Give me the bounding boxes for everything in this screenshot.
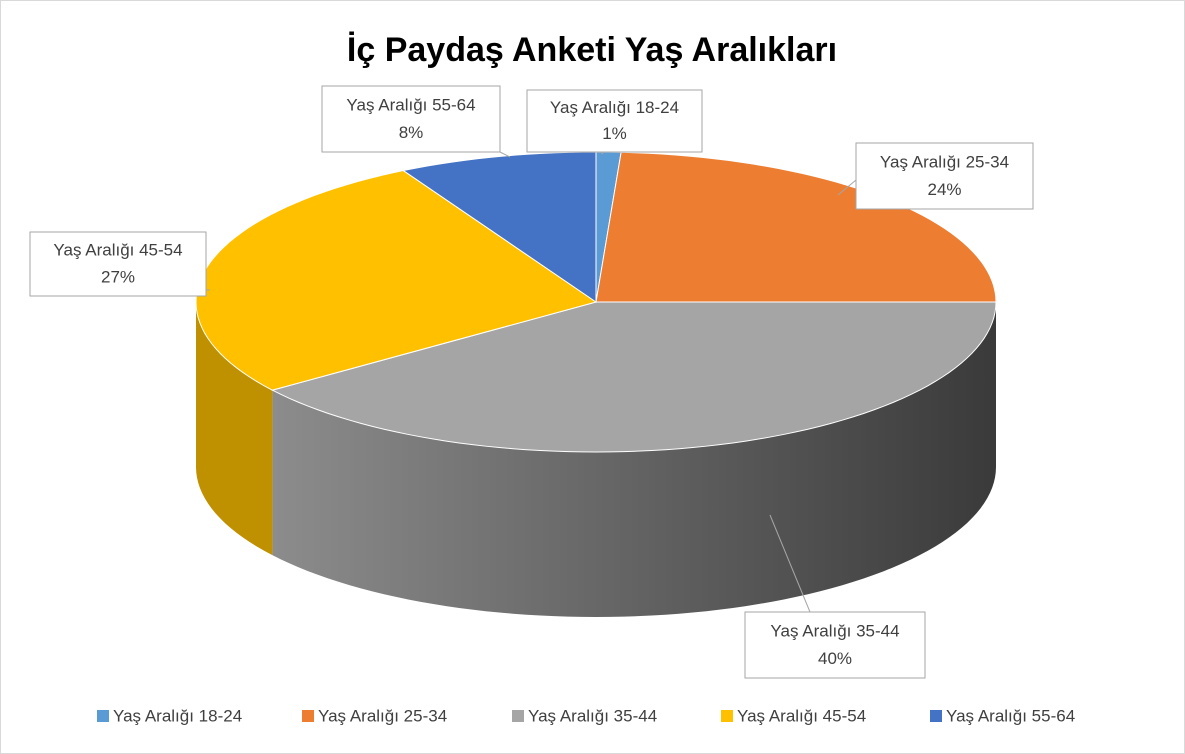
legend-label: Yaş Aralığı 25-34: [318, 706, 447, 725]
slice-side: [272, 302, 996, 617]
label-value: 8%: [399, 123, 424, 142]
label-category: Yaş Aralığı 45-54: [53, 241, 182, 260]
legend-label: Yaş Aralığı 45-54: [737, 706, 866, 725]
label-value: 24%: [927, 180, 961, 199]
legend-swatch: [930, 710, 942, 722]
label-category: Yaş Aralığı 55-64: [346, 95, 475, 114]
legend-swatch: [512, 710, 524, 722]
label-box: [29, 231, 207, 297]
label-box: [321, 85, 501, 153]
label-value: 1%: [602, 124, 627, 143]
legend-label: Yaş Aralığı 35-44: [528, 706, 657, 725]
label-value: 27%: [101, 268, 135, 287]
label-box: [526, 89, 703, 153]
leader-line: [837, 179, 857, 196]
slice: [270, 301, 997, 453]
legend-swatch: [97, 710, 109, 722]
legend-label: Yaş Aralığı 55-64: [946, 706, 1075, 725]
legend-swatch: [302, 710, 314, 722]
legend-label: Yaş Aralığı 18-24: [113, 706, 242, 725]
legend-swatch: [721, 710, 733, 722]
leader-line: [499, 151, 511, 158]
label-box: [855, 142, 1034, 210]
slice-side: [196, 302, 273, 556]
label-category: Yaş Aralığı 25-34: [880, 152, 1009, 171]
leader-line: [769, 514, 811, 613]
label-box: [744, 611, 926, 679]
chart-title: İç Paydaş Anketi Yaş Aralıkları: [347, 31, 837, 69]
label-category: Yaş Aralığı 18-24: [550, 98, 679, 117]
label-category: Yaş Aralığı 35-44: [770, 621, 899, 640]
label-value: 40%: [818, 649, 852, 668]
